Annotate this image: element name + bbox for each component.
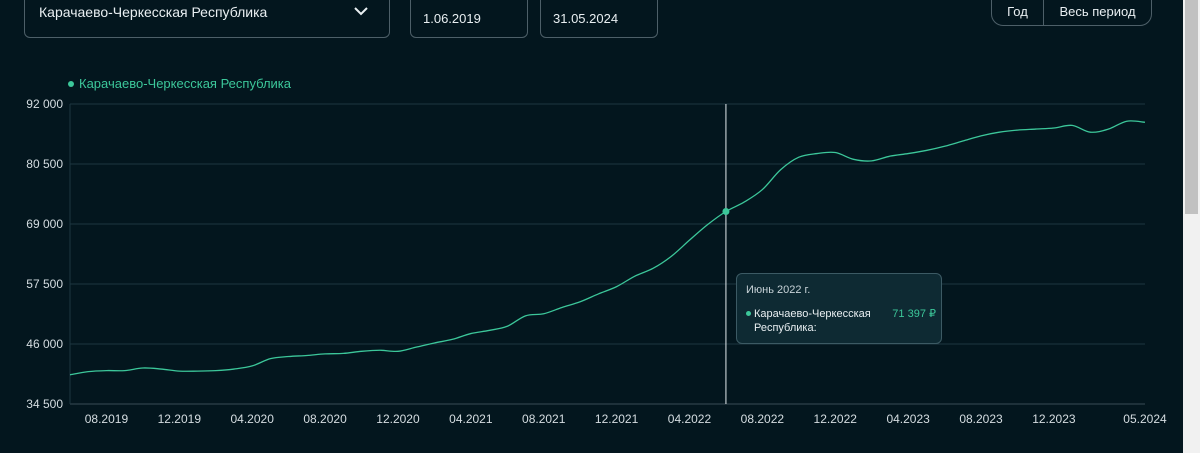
y-tick-label: 69 000 — [26, 217, 63, 231]
series-line — [69, 120, 1146, 376]
date-from-value[interactable]: 1.06.2019 — [423, 11, 481, 26]
x-tick-label: 12.2021 — [595, 412, 639, 426]
x-tick-label: 08.2021 — [522, 412, 566, 426]
y-tick-label: 46 000 — [26, 337, 63, 351]
chart-grid — [69, 103, 1145, 405]
legend-label: Карачаево-Черкесская Республика — [79, 76, 291, 91]
x-tick-label: 08.2019 — [85, 412, 129, 426]
x-tick-label: 12.2022 — [814, 412, 858, 426]
x-tick-label: 08.2022 — [741, 412, 785, 426]
x-tick-label: 08.2023 — [959, 412, 1003, 426]
scrollbar-thumb[interactable] — [1185, 0, 1198, 214]
x-tick-label: 04.2022 — [668, 412, 712, 426]
region-select-value: Карачаево-Черкесская Республика — [39, 4, 268, 20]
y-axis-ticks: 34 500 46 000 57 500 69 000 80 500 92 000 — [26, 97, 63, 411]
tooltip-series-name: Карачаево-Черкесская Республика: — [754, 308, 871, 334]
x-tick-label: 12.2019 — [158, 412, 202, 426]
page-scrollbar[interactable] — [1183, 0, 1200, 453]
chart-legend: Карачаево-Черкесская Республика — [68, 76, 291, 91]
period-all-button[interactable]: Весь период — [1059, 4, 1136, 19]
y-tick-label: 57 500 — [26, 277, 63, 291]
x-tick-label: 04.2021 — [449, 412, 493, 426]
tooltip-value: 71 397 ₽ — [892, 308, 936, 320]
chart-tooltip: Июнь 2022 г. Карачаево-Черкесская Респуб… — [736, 273, 942, 344]
x-tick-label: 08.2020 — [303, 412, 347, 426]
x-tick-label: 12.2020 — [376, 412, 420, 426]
period-toggle: Год Весь период — [991, 0, 1152, 26]
date-from-field[interactable]: С 1.06.2019 — [410, 0, 528, 38]
y-tick-label: 34 500 — [26, 397, 63, 411]
x-tick-label: 04.2023 — [886, 412, 930, 426]
x-tick-label: 05.2024 — [1123, 412, 1167, 426]
period-year-button[interactable]: Год — [992, 0, 1044, 25]
hover-point — [722, 207, 730, 215]
x-tick-label: 04.2020 — [231, 412, 275, 426]
y-tick-label: 80 500 — [26, 157, 63, 171]
region-select[interactable]: Карачаево-Черкесская Республика — [24, 0, 390, 38]
chevron-down-icon[interactable] — [353, 3, 369, 19]
tooltip-date: Июнь 2022 г. — [746, 284, 811, 296]
tooltip-series-dot-icon — [746, 311, 751, 316]
y-tick-label: 92 000 — [26, 97, 63, 111]
x-axis-ticks: 08.2019 12.2019 04.2020 08.2020 12.2020 04.20… — [85, 412, 1167, 426]
date-to-value[interactable]: 31.05.2024 — [553, 11, 619, 26]
x-tick-label: 12.2023 — [1032, 412, 1076, 426]
legend-dot-icon — [68, 80, 74, 87]
date-to-field[interactable]: До 31.05.2024 — [540, 0, 658, 38]
